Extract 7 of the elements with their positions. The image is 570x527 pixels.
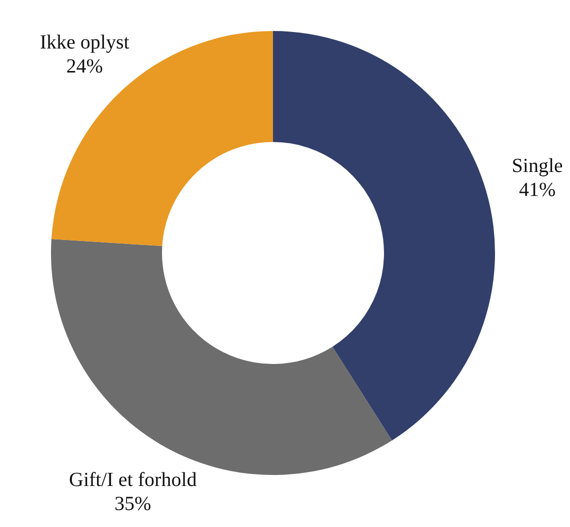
slice-label: Gift/I et forhold xyxy=(68,468,197,491)
data-label: 35% xyxy=(114,492,152,515)
data-label: 24% xyxy=(66,55,103,78)
slice-label: Ikke oplyst xyxy=(40,31,130,54)
slice-label: Single xyxy=(512,155,564,178)
donut-slice xyxy=(273,31,495,440)
data-label: 41% xyxy=(519,179,556,202)
